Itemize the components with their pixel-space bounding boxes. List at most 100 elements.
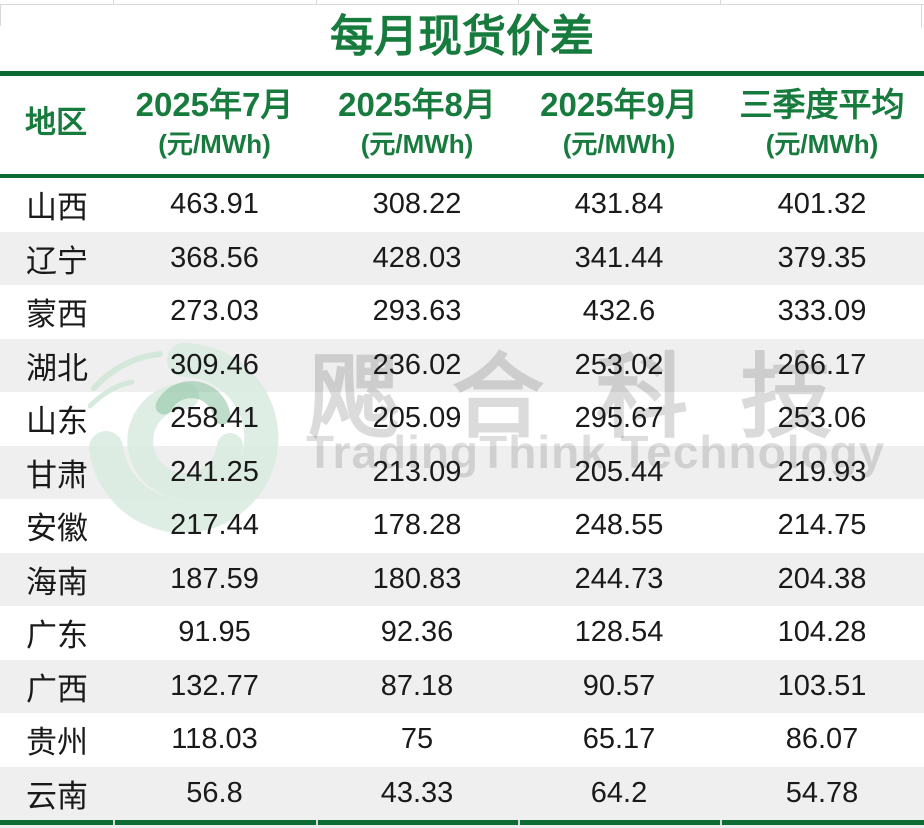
header-divider (0, 174, 924, 178)
region-cell: 蒙西 (26, 297, 88, 333)
value-cell: 217.44 (170, 509, 259, 542)
value-cell: 86.07 (785, 723, 859, 756)
value-cell: 241.25 (170, 455, 259, 488)
region-cell: 广西 (26, 671, 88, 707)
value-cell: 75 (400, 723, 434, 756)
table-row: 山东 258.41 205.09 295.67 253.06 (0, 392, 924, 446)
value-cell: 204.38 (777, 562, 867, 595)
value-cell: 432.6 (582, 295, 656, 328)
gridline-horizontal (0, 4, 924, 5)
gridline-stub (113, 0, 114, 4)
value-cell: 333.09 (777, 295, 867, 328)
value-cell: 92.36 (380, 616, 454, 649)
value-cell: 253.02 (574, 348, 664, 381)
value-cell: 205.44 (574, 455, 664, 488)
region-cell: 安徽 (26, 511, 88, 547)
bottom-edge (0, 825, 924, 828)
value-cell: 205.09 (372, 402, 462, 435)
value-cell: 219.93 (777, 455, 867, 488)
gridline-stub (921, 4, 922, 28)
table-header: 地区 2025年7月 (元/MWh) 2025年8月 (元/MWh) 2025年… (0, 76, 924, 174)
value-cell: 43.33 (380, 776, 454, 809)
gridline-stub (518, 0, 519, 4)
value-cell: 463.91 (170, 188, 259, 221)
gridline-stub (0, 4, 1, 26)
value-cell: 379.35 (777, 241, 867, 274)
table-title: 每月现货价差 (330, 12, 594, 61)
value-cell: 431.84 (574, 188, 664, 221)
table-row: 辽宁 368.56 428.03 341.44 379.35 (0, 231, 924, 285)
table-row: 云南 56.8 43.33 64.2 54.78 (0, 766, 924, 820)
value-cell: 258.41 (170, 402, 259, 435)
value-cell: 213.09 (372, 455, 462, 488)
column-header-unit: (元/MWh) (158, 129, 271, 159)
value-cell: 341.44 (574, 241, 664, 274)
value-cell: 128.54 (574, 616, 664, 649)
column-header-label: 2025年8月 (338, 86, 496, 123)
value-cell: 90.57 (582, 669, 656, 702)
column-header-aug: 2025年8月 (元/MWh) (316, 84, 518, 162)
bottom-border (0, 820, 924, 825)
value-cell: 64.2 (590, 776, 648, 809)
column-header-label: 三季度平均 (739, 86, 905, 123)
value-cell: 253.06 (777, 402, 867, 435)
value-cell: 187.59 (170, 562, 259, 595)
gridline-stub (316, 0, 317, 4)
column-header-q3avg: 三季度平均 (元/MWh) (720, 84, 924, 162)
border-notch (316, 820, 318, 825)
value-cell: 180.83 (372, 562, 462, 595)
table-row: 蒙西 273.03 293.63 432.6 333.09 (0, 285, 924, 339)
value-cell: 295.67 (574, 402, 664, 435)
table-body: 山西 463.91 308.22 431.84 401.32 辽宁 368.56 428.03… (0, 178, 924, 820)
region-cell: 山西 (26, 190, 88, 226)
border-notch (518, 820, 520, 825)
value-cell: 132.77 (170, 669, 259, 702)
column-header-label: 2025年9月 (540, 86, 698, 123)
value-cell: 248.55 (574, 509, 664, 542)
value-cell: 104.28 (777, 616, 867, 649)
region-cell: 甘肃 (26, 457, 88, 493)
region-cell: 湖北 (26, 350, 88, 386)
value-cell: 244.73 (574, 562, 664, 595)
table-row: 海南 187.59 180.83 244.73 204.38 (0, 552, 924, 606)
column-header-unit: (元/MWh) (360, 129, 474, 159)
region-cell: 贵州 (26, 725, 88, 761)
value-cell: 368.56 (170, 241, 259, 274)
region-cell: 辽宁 (26, 243, 88, 279)
value-cell: 87.18 (380, 669, 454, 702)
column-header-label: 2025年7月 (135, 86, 294, 123)
value-cell: 236.02 (372, 348, 462, 381)
value-cell: 103.51 (777, 669, 867, 702)
border-notch (113, 820, 115, 825)
table-row: 安徽 217.44 178.28 248.55 214.75 (0, 499, 924, 553)
value-cell: 178.28 (372, 509, 462, 542)
value-cell: 309.46 (170, 348, 259, 381)
table-row: 贵州 118.03 75 65.17 86.07 (0, 713, 924, 767)
border-notch (720, 820, 722, 825)
region-column-header: 地区 (25, 105, 87, 140)
column-header-jul: 2025年7月 (元/MWh) (113, 84, 316, 162)
region-cell: 云南 (26, 778, 88, 814)
region-cell: 广东 (26, 618, 88, 654)
value-cell: 293.63 (372, 295, 462, 328)
region-cell: 山东 (26, 404, 88, 440)
value-cell: 118.03 (171, 723, 258, 756)
value-cell: 54.78 (785, 776, 859, 809)
value-cell: 401.32 (777, 188, 867, 221)
column-header-unit: (元/MWh) (562, 129, 676, 159)
value-cell: 65.17 (582, 723, 656, 756)
table-row: 广西 132.77 87.18 90.57 103.51 (0, 659, 924, 713)
value-cell: 308.22 (372, 188, 462, 221)
value-cell: 56.8 (186, 776, 243, 809)
gridline-stub (720, 0, 721, 4)
value-cell: 428.03 (372, 241, 462, 274)
table-row: 湖北 309.46 236.02 253.02 266.17 (0, 338, 924, 392)
value-cell: 214.75 (777, 509, 867, 542)
title-divider (0, 71, 924, 76)
value-cell: 266.17 (777, 348, 867, 381)
table-row: 甘肃 241.25 213.09 205.44 219.93 (0, 445, 924, 499)
region-cell: 海南 (26, 564, 88, 600)
value-cell: 91.95 (178, 616, 251, 649)
column-header-sep: 2025年9月 (元/MWh) (518, 84, 720, 162)
